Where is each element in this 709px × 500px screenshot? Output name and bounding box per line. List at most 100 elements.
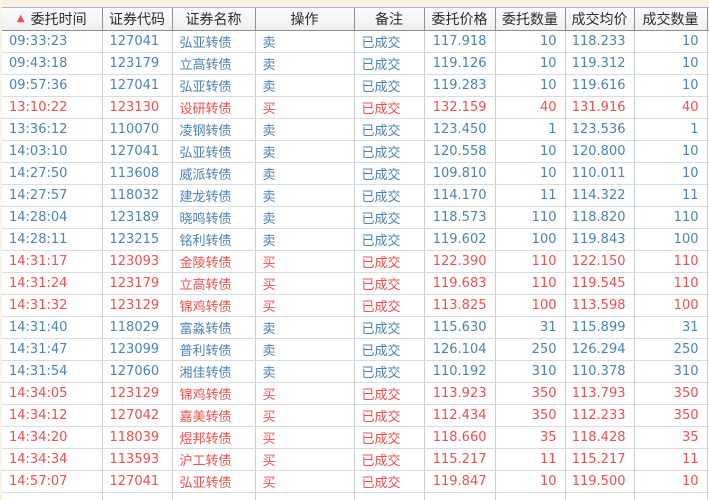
column-header-label: 委托数量 bbox=[502, 12, 558, 28]
cell-avg_price: 115.899 bbox=[565, 316, 635, 339]
table-row[interactable]: 14:28:04 123189 晓鸣转债卖已成交 118.573 110 118.820 1… bbox=[2, 206, 709, 229]
cell-code: 113608 bbox=[102, 162, 173, 185]
column-header-order_price[interactable]: 委托价格 bbox=[424, 8, 496, 31]
cell-time: 14:31:32 bbox=[2, 294, 103, 317]
row-edge-spacer bbox=[707, 272, 709, 295]
table-row[interactable]: 14:31:17 123093 金陵转债买已成交 122.390 110 122.150 1… bbox=[2, 250, 709, 273]
column-header-order_qty[interactable]: 委托数量 bbox=[495, 8, 566, 31]
table-row[interactable]: 14:34:34 113593 沪工转债买已成交 115.217 11 115.217 11 bbox=[2, 448, 709, 471]
column-header-name[interactable]: 证券名称 bbox=[172, 8, 256, 31]
table-row[interactable]: 14:03:10 127041 弘亚转债卖已成交 120.558 10 120.800 10 bbox=[2, 140, 709, 163]
cell-name: 锦鸡转债 bbox=[172, 294, 256, 317]
row-edge-spacer bbox=[707, 228, 709, 251]
table-row[interactable]: 14:31:54 127060 湘佳转债卖已成交 110.192 310 110.378 3… bbox=[2, 360, 709, 383]
row-edge-spacer bbox=[707, 448, 709, 471]
table-row[interactable]: 14:31:24 123179 立高转债买已成交 119.683 110 119.545 1… bbox=[2, 272, 709, 295]
cell-order_qty: 350 bbox=[495, 404, 566, 427]
cell-fill_qty: 10 bbox=[634, 470, 708, 493]
column-header-op[interactable]: 操作 bbox=[255, 8, 355, 31]
partial-cell bbox=[172, 492, 256, 500]
cell-order_qty: 10 bbox=[495, 52, 566, 75]
cell-order_qty: 350 bbox=[495, 382, 566, 405]
cell-name: 立高转债 bbox=[172, 52, 256, 75]
partial-cell bbox=[102, 492, 173, 500]
cell-op: 买 bbox=[255, 448, 355, 471]
table-row[interactable]: 13:10:22 123130 设研转债买已成交 132.159 40 131.916 40 bbox=[2, 96, 709, 119]
cell-fill_qty: 40 bbox=[634, 96, 708, 119]
column-header-avg_price[interactable]: 成交均价 bbox=[565, 8, 635, 31]
cell-time: 14:31:47 bbox=[2, 338, 103, 361]
table-row[interactable]: 14:34:05 123129 锦鸡转债买已成交 113.923 350 113.793 3… bbox=[2, 382, 709, 405]
cell-fill_qty: 250 bbox=[634, 338, 708, 361]
table-row[interactable]: 09:43:18 123179 立高转债卖已成交 119.126 10 119.312 10 bbox=[2, 52, 709, 75]
cell-time: 14:34:05 bbox=[2, 382, 103, 405]
column-header-time[interactable]: ▲ 委托时间 bbox=[2, 8, 103, 31]
row-edge-spacer bbox=[707, 316, 709, 339]
table-row[interactable]: 13:36:12 110070 凌钢转债卖已成交 123.450 1 123.536 1 bbox=[2, 118, 709, 141]
cell-time: 14:31:24 bbox=[2, 272, 103, 295]
cell-name: 设研转债 bbox=[172, 96, 256, 119]
cell-op: 买 bbox=[255, 272, 355, 295]
column-header-code[interactable]: 证券代码 bbox=[102, 8, 173, 31]
cell-op: 买 bbox=[255, 294, 355, 317]
cell-code: 113593 bbox=[102, 448, 173, 471]
cell-op: 卖 bbox=[255, 316, 355, 339]
table-row[interactable]: 14:28:11 123215 铭利转债卖已成交 119.602 100 119.843 1… bbox=[2, 228, 709, 251]
table-row[interactable]: 14:31:47 123099 普利转债卖已成交 126.104 250 126.294 2… bbox=[2, 338, 709, 361]
cell-remark: 已成交 bbox=[354, 316, 425, 339]
cell-op: 卖 bbox=[255, 360, 355, 383]
row-edge-spacer bbox=[707, 360, 709, 383]
cell-avg_price: 119.500 bbox=[565, 470, 635, 493]
row-edge-spacer bbox=[707, 404, 709, 427]
cell-time: 14:28:04 bbox=[2, 206, 103, 229]
cell-order_price: 117.918 bbox=[424, 30, 496, 53]
cell-remark: 已成交 bbox=[354, 382, 425, 405]
cell-op: 卖 bbox=[255, 118, 355, 141]
cell-avg_price: 110.378 bbox=[565, 360, 635, 383]
row-edge-spacer bbox=[707, 294, 709, 317]
table-row[interactable]: 09:57:36 127041 弘亚转债卖已成交 119.283 10 119.616 10 bbox=[2, 74, 709, 97]
cell-code: 123179 bbox=[102, 272, 173, 295]
cell-code: 123099 bbox=[102, 338, 173, 361]
table-row[interactable]: 09:33:23 127041 弘亚转债卖已成交 117.918 10 118.233 10 bbox=[2, 30, 709, 53]
table-row[interactable]: 14:57:07 127041 弘亚转债买已成交 119.847 10 119.500 10 bbox=[2, 470, 709, 493]
cell-name: 嘉美转债 bbox=[172, 404, 256, 427]
cell-order_price: 112.434 bbox=[424, 404, 496, 427]
table-row[interactable]: 14:34:12 127042 嘉美转债买已成交 112.434 350 112.233 3… bbox=[2, 404, 709, 427]
table-row[interactable]: 14:34:20 118039 煜邦转债买已成交 118.660 35 118.428 35 bbox=[2, 426, 709, 449]
cell-fill_qty: 10 bbox=[634, 74, 708, 97]
cell-order_qty: 110 bbox=[495, 206, 566, 229]
column-header-fill_qty[interactable]: 成交数量 bbox=[634, 8, 708, 31]
column-header-label: 证券代码 bbox=[109, 12, 165, 28]
cell-name: 沪工转债 bbox=[172, 448, 256, 471]
table-row[interactable]: 14:27:50 113608 威派转债卖已成交 109.810 10 110.011 10 bbox=[2, 162, 709, 185]
column-header-label: 备注 bbox=[375, 12, 403, 28]
cell-order_price: 115.630 bbox=[424, 316, 496, 339]
cell-remark: 已成交 bbox=[354, 360, 425, 383]
cell-name: 威派转债 bbox=[172, 162, 256, 185]
cell-fill_qty: 10 bbox=[634, 30, 708, 53]
row-edge-spacer bbox=[707, 470, 709, 493]
column-header-label: 委托价格 bbox=[431, 12, 488, 28]
cell-time: 14:27:50 bbox=[2, 162, 103, 185]
cell-op: 买 bbox=[255, 404, 355, 427]
table-row[interactable]: 14:31:32 123129 锦鸡转债买已成交 113.825 100 113.598 1… bbox=[2, 294, 709, 317]
cell-fill_qty: 31 bbox=[634, 316, 708, 339]
cell-avg_price: 118.233 bbox=[565, 30, 635, 53]
cell-name: 煜邦转债 bbox=[172, 426, 256, 449]
cell-avg_price: 118.820 bbox=[565, 206, 635, 229]
cell-name: 弘亚转债 bbox=[172, 140, 256, 163]
cell-time: 14:27:57 bbox=[2, 184, 103, 207]
column-header-remark[interactable]: 备注 bbox=[354, 8, 425, 31]
cell-code: 127041 bbox=[102, 140, 173, 163]
table-row[interactable]: 14:31:40 118029 富淼转债卖已成交 115.630 31 115.899 31 bbox=[2, 316, 709, 339]
row-edge-spacer bbox=[707, 162, 709, 185]
column-header-label: 成交数量 bbox=[642, 12, 699, 28]
cell-op: 卖 bbox=[255, 30, 355, 53]
cell-order_price: 132.159 bbox=[424, 96, 496, 119]
table-row[interactable]: 14:27:57 118032 建龙转债卖已成交 114.170 11 114.322 11 bbox=[2, 184, 709, 207]
cell-code: 127041 bbox=[102, 470, 173, 493]
cell-order_qty: 100 bbox=[495, 228, 566, 251]
cell-remark: 已成交 bbox=[354, 272, 425, 295]
cell-remark: 已成交 bbox=[354, 52, 425, 75]
